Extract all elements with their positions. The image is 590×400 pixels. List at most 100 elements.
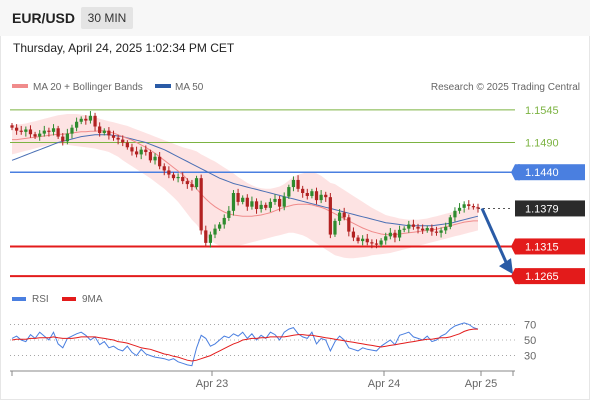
candle-body: [19, 130, 23, 132]
candle-body: [158, 156, 162, 167]
candle-body: [116, 137, 120, 140]
candle-body: [51, 128, 56, 132]
support-label: 1.1315: [525, 241, 559, 253]
candle-body: [453, 210, 457, 218]
candle-body: [379, 240, 383, 245]
candle-body: [102, 130, 106, 134]
timeframe-badge[interactable]: 30 MIN: [81, 7, 133, 29]
ma9-legend-label: 9MA: [82, 294, 103, 305]
candle-body: [296, 179, 300, 189]
candle-body: [125, 142, 129, 148]
x-axis-tick-label: Apr 25: [465, 378, 497, 390]
candle-body: [171, 174, 176, 179]
candle-body: [324, 194, 328, 198]
symbol-title: EUR/USD: [12, 10, 76, 26]
candle-body: [167, 170, 171, 175]
candle-body: [370, 242, 374, 244]
candle-body: [416, 226, 420, 229]
candle-body: [79, 118, 83, 122]
rsi-legend-label: RSI: [32, 294, 49, 305]
candle-body: [24, 129, 28, 132]
candle-body: [42, 130, 46, 134]
chart-datetime: Thursday, April 24, 2025 1:02:34 PM CET: [13, 41, 235, 55]
candle-body: [273, 198, 277, 202]
candle-body: [361, 238, 365, 242]
candle-body: [190, 184, 194, 188]
x-axis: Apr 23 Apr 24 Apr 25: [10, 370, 515, 390]
candle-body: [467, 204, 471, 207]
rsi-line: [11, 322, 479, 367]
candle-body: [61, 136, 65, 142]
ma50-line: [11, 134, 479, 227]
ma9-legend-swatch: [62, 297, 76, 301]
candle-body: [282, 196, 286, 207]
candle-body: [107, 130, 111, 136]
candle-body: [310, 191, 314, 196]
candle-body: [444, 226, 448, 231]
candle-body: [56, 128, 60, 137]
candle-body: [411, 224, 416, 227]
candle-body: [162, 166, 166, 171]
ma20-legend-label: MA 20 + Bollinger Bands: [33, 82, 143, 93]
candle-body: [148, 152, 153, 161]
level-badge-notch: [511, 268, 520, 285]
candle-body: [259, 204, 263, 210]
rsi-tick-label: 30: [524, 351, 536, 363]
candle-body: [88, 115, 93, 121]
candle-body: [84, 118, 88, 121]
ma50-legend-swatch: [155, 84, 171, 88]
candle-body: [121, 139, 125, 143]
candle-body: [47, 130, 51, 132]
candle-body: [347, 217, 351, 232]
candle-body: [181, 176, 185, 182]
candle-body: [264, 204, 268, 208]
rsi-tick-label: 50: [524, 335, 536, 347]
credit-label: Research © 2025 Trading Central: [431, 82, 580, 93]
candle-body: [218, 224, 222, 229]
candle-body: [231, 193, 236, 211]
candle-body: [388, 232, 392, 237]
candle-body: [204, 230, 208, 243]
candle-body: [93, 115, 97, 127]
candle-body: [471, 206, 476, 208]
support-badge: [518, 268, 585, 285]
candle-body: [222, 217, 226, 225]
candle-body: [333, 220, 337, 235]
pivot-badge: [518, 164, 585, 181]
candle-body: [176, 176, 180, 179]
candle-body: [374, 243, 379, 245]
x-axis-tick-label: Apr 24: [368, 378, 400, 390]
rsi-legend-swatch: [12, 297, 26, 301]
candle-body: [301, 188, 305, 193]
candle-body: [337, 212, 342, 221]
candle-body: [397, 229, 402, 238]
candle-body: [236, 193, 240, 202]
ma20-legend-swatch: [12, 84, 28, 88]
candle-body: [130, 147, 134, 152]
candle-body: [194, 178, 199, 188]
support-label: 1.1265: [525, 271, 559, 283]
level-badge-notch: [511, 164, 520, 181]
candle-body: [351, 231, 356, 238]
candle-body: [33, 134, 37, 137]
candle-body: [457, 207, 462, 211]
candle-body: [425, 228, 429, 231]
candle-body: [74, 121, 79, 128]
candle-body: [185, 181, 189, 185]
candle-body: [139, 149, 143, 155]
pivot-label: 1.1440: [525, 167, 559, 179]
resistance-label: 1.1490: [525, 138, 559, 150]
last-price-label: 1.1379: [525, 203, 559, 215]
x-axis-tick-label: Apr 23: [196, 378, 228, 390]
candle-body: [402, 228, 406, 230]
candle-body: [328, 197, 332, 235]
candle-body: [213, 228, 217, 235]
candle-body: [250, 201, 254, 207]
candle-body: [254, 201, 259, 210]
candle-body: [98, 126, 102, 134]
candle-body: [305, 193, 309, 196]
candle-body: [356, 237, 360, 242]
legend-bottom: RSI 9MA: [12, 294, 103, 305]
candle-body: [134, 151, 139, 155]
candle-body: [199, 178, 203, 231]
